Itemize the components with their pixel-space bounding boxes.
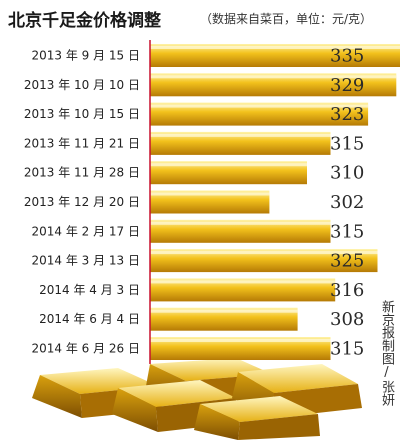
value-label-4: 315 — [330, 133, 364, 154]
date-label-11: 2014 年 6 月 26 日 — [31, 342, 140, 356]
bar-3 — [150, 102, 369, 126]
bar-highlight-4 — [150, 133, 331, 137]
bar-highlight-8 — [150, 251, 378, 255]
date-label-8: 2014 年 3 月 13 日 — [31, 254, 140, 268]
bar-4 — [150, 131, 331, 155]
value-label-10: 308 — [330, 309, 364, 330]
bar-8 — [150, 249, 378, 273]
date-label-5: 2013 年 11 月 28 日 — [24, 166, 140, 180]
date-labels-group: 2013 年 9 月 15 日 2013 年 10 月 10 日 2013 年 10… — [24, 49, 140, 356]
bar-highlight-11 — [150, 339, 331, 342]
value-label-5: 310 — [330, 163, 364, 184]
bar-highlight-1 — [150, 46, 400, 49]
bar-1 — [150, 44, 400, 67]
value-label-11: 315 — [330, 339, 364, 360]
bar-highlight-5 — [150, 163, 307, 167]
value-label-3: 323 — [330, 104, 364, 125]
bar-9 — [150, 278, 336, 302]
date-label-9: 2014 年 4 月 3 日 — [39, 283, 140, 297]
date-label-3: 2013 年 10 月 15 日 — [24, 107, 140, 121]
bar-highlight-10 — [150, 309, 298, 313]
date-label-10: 2014 年 6 月 4 日 — [39, 312, 140, 326]
chart-subtitle: （数据来自菜百，单位：元/克） — [200, 12, 373, 26]
bar-highlight-7 — [150, 221, 331, 225]
value-label-1: 335 — [330, 46, 364, 67]
date-label-6: 2013 年 12 月 20 日 — [24, 195, 140, 209]
date-label-7: 2014 年 2 月 17 日 — [31, 224, 140, 238]
gold-ingots-illustration — [32, 358, 362, 440]
bar-5 — [150, 161, 307, 185]
date-label-4: 2013 年 11 月 21 日 — [24, 136, 140, 150]
value-label-2: 329 — [330, 75, 364, 96]
bar-11 — [150, 337, 331, 360]
date-label-2: 2013 年 10 月 10 日 — [24, 78, 140, 92]
bar-highlight-6 — [150, 192, 270, 196]
bar-highlight-9 — [150, 280, 336, 284]
value-label-7: 315 — [330, 221, 364, 242]
chart-title: 北京千足金价格调整 — [8, 11, 161, 31]
value-label-6: 302 — [330, 192, 364, 213]
bar-6 — [150, 190, 270, 214]
value-labels-group: 335 329 323 315 310 302 315 325 316 308 315 — [330, 46, 364, 360]
bar-highlight-2 — [150, 75, 397, 79]
bar-7 — [150, 219, 331, 243]
date-label-1: 2013 年 9 月 15 日 — [31, 49, 140, 63]
gold-ingot-bottom-right — [194, 396, 320, 440]
bar-10 — [150, 307, 298, 331]
bars-group — [150, 44, 400, 360]
value-label-9: 316 — [330, 280, 364, 301]
chart-credit: 新京报制图/张妍 — [379, 300, 394, 406]
bar-2 — [150, 73, 397, 97]
value-label-8: 325 — [330, 251, 364, 272]
bar-highlight-3 — [150, 104, 369, 108]
